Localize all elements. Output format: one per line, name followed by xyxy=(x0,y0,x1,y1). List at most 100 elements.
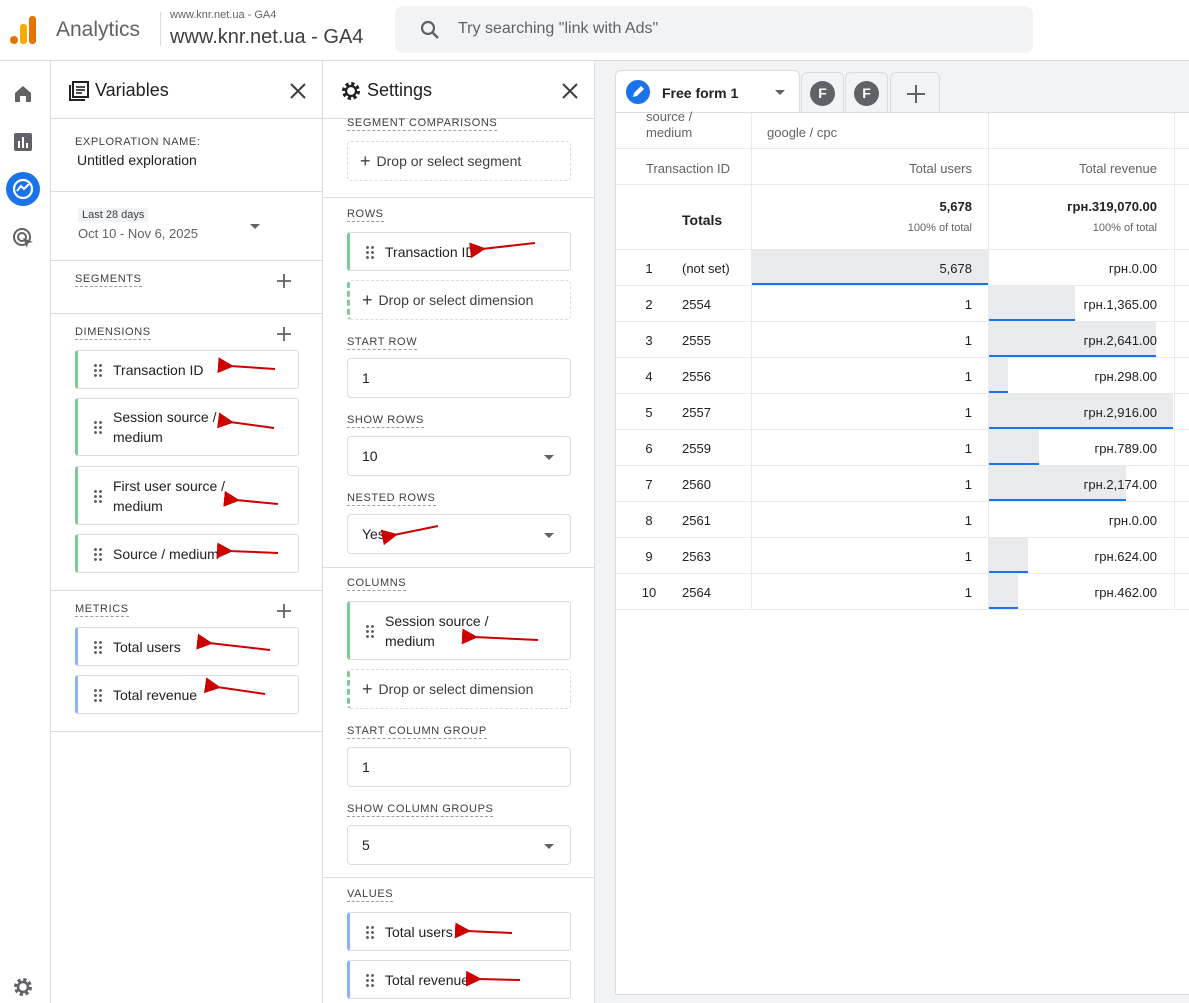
chip[interactable]: Total users xyxy=(75,627,299,666)
select-value: 5 xyxy=(362,837,370,853)
date-preset[interactable]: Last 28 days xyxy=(78,208,149,222)
divider xyxy=(51,731,322,732)
row-divider xyxy=(616,429,1189,430)
row-value: грн.462.00 xyxy=(1094,585,1157,600)
divider xyxy=(0,60,1189,61)
chip[interactable]: Total revenue xyxy=(75,675,299,714)
row-value: 1 xyxy=(964,297,972,312)
section-label: METRICS xyxy=(75,603,129,617)
row-number: 7 xyxy=(645,477,653,492)
row-divider xyxy=(616,148,1189,149)
row-value: 1 xyxy=(964,585,972,600)
chip[interactable]: Session source / medium xyxy=(75,398,299,456)
add-button[interactable] xyxy=(276,273,292,289)
settings-icon[interactable] xyxy=(12,976,34,998)
advertising-icon[interactable] xyxy=(12,227,36,251)
divider xyxy=(51,191,322,192)
panel-title: Variables xyxy=(95,80,169,100)
chip[interactable]: Session source / medium xyxy=(347,601,571,660)
row-number: 5 xyxy=(645,405,653,420)
column-dimension: source / medium xyxy=(646,109,693,140)
exploration-name[interactable]: Untitled exploration xyxy=(77,152,197,168)
input[interactable]: 1 xyxy=(347,747,571,787)
exploration-label: EXPLORATION NAME: xyxy=(75,136,201,148)
section-label: START ROW xyxy=(347,336,418,350)
tab[interactable]: F xyxy=(845,72,888,113)
chip[interactable]: Source / medium xyxy=(75,534,299,573)
totals-label: Totals xyxy=(682,212,723,228)
row-dimension: 2556 xyxy=(682,369,711,384)
row-value: 1 xyxy=(964,513,972,528)
top-bar: Analytics www.knr.net.ua - GA4 www.knr.n… xyxy=(0,0,1189,60)
chip[interactable]: Total users xyxy=(347,912,571,951)
chip[interactable]: First user source / medium xyxy=(75,466,299,525)
row-dimension: 2561 xyxy=(682,513,711,528)
account-name[interactable]: www.knr.net.ua - GA4 xyxy=(170,9,277,21)
drag-handle xyxy=(365,924,375,940)
search-icon xyxy=(420,20,439,39)
tab[interactable]: F xyxy=(801,72,844,113)
cell-bar xyxy=(989,394,1173,429)
dropdown-caret xyxy=(544,844,554,849)
reports-icon[interactable] xyxy=(12,131,34,153)
select-value: Yes xyxy=(362,526,385,542)
close-button[interactable] xyxy=(289,82,307,100)
app-name: Analytics xyxy=(56,18,141,41)
date-range[interactable]: Oct 10 - Nov 6, 2025 xyxy=(78,226,198,241)
row-number: 8 xyxy=(645,513,653,528)
row-divider xyxy=(616,393,1189,394)
section-label: VALUES xyxy=(347,888,394,902)
property-name[interactable]: www.knr.net.ua - GA4 xyxy=(170,26,364,48)
chip[interactable]: Transaction ID xyxy=(75,350,299,389)
settings-icon xyxy=(342,82,360,100)
row-value: грн.0.00 xyxy=(1108,513,1157,528)
select[interactable]: 5 xyxy=(347,825,571,865)
cell-bar xyxy=(989,322,1156,357)
drag-handle xyxy=(365,972,375,988)
chip[interactable]: Total revenue xyxy=(347,960,571,999)
row-dimension: 2554 xyxy=(682,297,711,312)
total-value: 5,678 xyxy=(939,199,972,214)
row-value: грн.624.00 xyxy=(1094,549,1157,564)
section-label: NESTED ROWS xyxy=(347,492,436,506)
drop-text: Drop or select dimension xyxy=(378,292,534,308)
total-share: 100% of total xyxy=(907,222,972,234)
chip[interactable]: Transaction ID xyxy=(347,232,571,271)
chip-label: Source / medium xyxy=(113,545,219,562)
section-label: SEGMENTS xyxy=(75,273,142,287)
add-button[interactable] xyxy=(276,603,292,619)
drop-zone[interactable]: + Drop or select segment xyxy=(347,141,571,181)
select[interactable]: Yes xyxy=(347,514,571,554)
search-box[interactable]: Try searching "link with Ads" xyxy=(395,6,1033,53)
close-button[interactable] xyxy=(561,82,579,100)
home-icon[interactable] xyxy=(12,83,34,105)
row-divider xyxy=(616,609,1189,610)
drop-zone[interactable]: + Drop or select dimension xyxy=(347,280,571,320)
chip-label: First user source / medium xyxy=(113,477,226,514)
row-divider xyxy=(616,184,1189,185)
select[interactable]: 10 xyxy=(347,436,571,476)
explore-icon[interactable] xyxy=(5,171,41,207)
active-tab[interactable]: Free form 1 xyxy=(615,70,800,113)
drop-zone[interactable]: + Drop or select dimension xyxy=(347,669,571,709)
input[interactable]: 1 xyxy=(347,358,571,398)
cell-bar xyxy=(989,466,1127,501)
row-value: 5,678 xyxy=(939,261,972,276)
add-button[interactable] xyxy=(276,326,292,342)
column-divider xyxy=(751,113,752,609)
chip-label: Session source / medium xyxy=(113,409,217,445)
dropdown-caret xyxy=(250,224,260,229)
add-tab[interactable] xyxy=(890,72,940,113)
row-number: 4 xyxy=(645,369,653,384)
row-dimension: 2557 xyxy=(682,405,711,420)
column-header: Total users xyxy=(909,161,972,176)
side-nav xyxy=(0,61,51,1003)
row-number: 2 xyxy=(645,297,653,312)
row-value: 1 xyxy=(964,477,972,492)
row-value: 1 xyxy=(964,405,972,420)
row-dimension: 2564 xyxy=(682,585,711,600)
column-header: Total revenue xyxy=(1078,161,1157,176)
panel-title: Settings xyxy=(367,80,433,100)
cell-bar xyxy=(989,286,1076,321)
